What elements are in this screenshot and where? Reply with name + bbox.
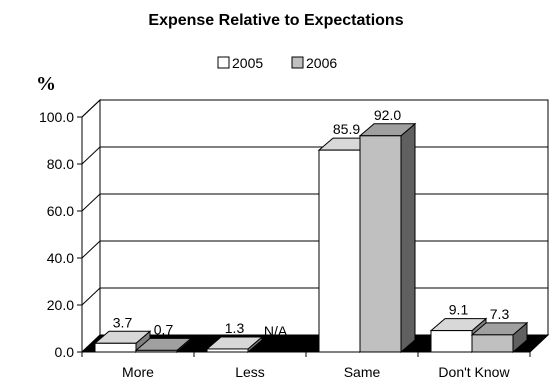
data-label: 0.7 bbox=[154, 321, 174, 337]
x-category-label: Same bbox=[344, 364, 381, 380]
bar bbox=[471, 334, 514, 353]
legend-label-2005: 2005 bbox=[232, 55, 263, 71]
plot-area bbox=[80, 98, 550, 354]
bar bbox=[359, 135, 402, 353]
y-tick-label: 40.0 bbox=[47, 250, 74, 266]
data-label: N/A bbox=[264, 323, 288, 339]
axes: 0.0 20.0 40.0 60.0 80.0 100.0 More Less Same Don'… bbox=[39, 109, 531, 380]
side-wall bbox=[81, 98, 101, 354]
x-category-label: More bbox=[122, 364, 154, 380]
data-label: 92.0 bbox=[374, 107, 401, 123]
x-category-label: Less bbox=[235, 364, 265, 380]
legend-swatch-2005 bbox=[217, 56, 230, 69]
data-label: 3.7 bbox=[113, 314, 133, 330]
legend: 2005 2006 bbox=[217, 55, 337, 71]
gridline bbox=[81, 99, 548, 118]
bars: 3.7 0.7 1.3 N/A 85.9 92.0 9.1 7.3 bbox=[93, 107, 529, 354]
data-label: 1.3 bbox=[225, 320, 245, 336]
bar bbox=[318, 149, 361, 353]
legend-label-2006: 2006 bbox=[306, 55, 337, 71]
data-label: 85.9 bbox=[333, 121, 360, 137]
data-label: 7.3 bbox=[490, 306, 510, 322]
y-tick-label: 20.0 bbox=[47, 297, 74, 313]
y-tick-label: 0.0 bbox=[55, 344, 75, 360]
y-tick-label: 100.0 bbox=[39, 109, 74, 125]
chart-title: Expense Relative to Expectations bbox=[148, 12, 403, 29]
data-label: 9.1 bbox=[449, 302, 469, 318]
bar-side bbox=[400, 122, 416, 354]
legend-swatch-2006 bbox=[291, 56, 304, 69]
y-axis-unit: % bbox=[36, 73, 56, 95]
x-category-label: Don't Know bbox=[438, 364, 510, 380]
y-tick-label: 80.0 bbox=[47, 156, 74, 172]
bar bbox=[430, 330, 473, 353]
y-tick-label: 60.0 bbox=[47, 203, 74, 219]
bar bbox=[94, 342, 137, 353]
